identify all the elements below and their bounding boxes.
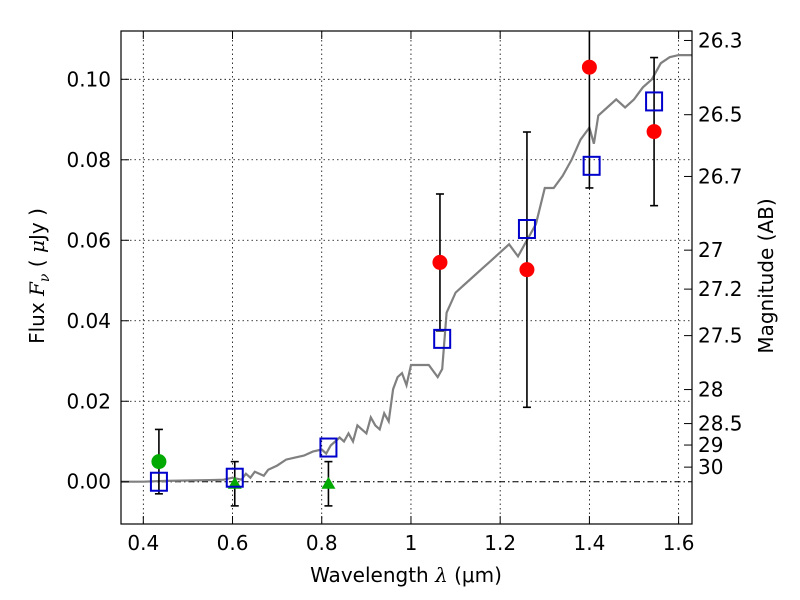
red-data-point (581, 59, 597, 75)
x-tick-label: 0.8 (306, 531, 338, 555)
magnitude-tick-label: 27 (698, 238, 723, 262)
model-square-point (149, 471, 168, 492)
x-tick-label: 1.4 (573, 531, 605, 555)
error-bars (154, 31, 659, 507)
model-spectrum (121, 54, 692, 483)
magnitude-tick-label: 30 (698, 455, 723, 479)
model-square-point (319, 437, 338, 458)
y-tick-label: 0.04 (66, 309, 111, 333)
y-tick-label: 0.00 (66, 470, 111, 494)
magnitude-tick-label: 28.5 (698, 412, 743, 436)
y-tick-label: 0.08 (66, 148, 111, 172)
model-square-point (225, 467, 244, 488)
red-data-point (519, 262, 535, 278)
x-tick-label: 0.6 (217, 531, 249, 555)
magnitude-tick-label: 27.5 (698, 324, 743, 348)
axis-ticks (121, 31, 692, 524)
red-data-point (432, 254, 448, 270)
data-markers (149, 59, 664, 492)
x-tick-label: 1.2 (484, 531, 516, 555)
x-tick-label: 1 (405, 531, 418, 555)
model-square-point (582, 155, 601, 176)
red-data-point (646, 124, 662, 140)
plot-frame (120, 30, 693, 525)
x-tick-label: 1.6 (663, 531, 695, 555)
y-tick-label: 0.06 (66, 228, 111, 252)
green-data-point (151, 454, 167, 470)
spectrum-line (121, 54, 692, 483)
magnitude-tick-label: 29 (698, 433, 723, 457)
right-axis-title: Magnitude (AB) (754, 198, 778, 353)
y-axis-title: Flux Fν ( μJy ) (25, 208, 53, 344)
model-square-point (433, 328, 452, 349)
y-tick-labels: 0.00 0.02 0.04 0.06 0.08 0.10 (66, 67, 111, 493)
model-square-point (517, 219, 536, 240)
green-upper-limit-point (321, 476, 336, 489)
y-tick-label: 0.02 (66, 389, 111, 413)
magnitude-tick-label: 26.5 (698, 103, 743, 127)
x-axis-title: Wavelength λ (μm) (310, 563, 502, 587)
model-square-point (645, 91, 664, 112)
magnitude-tick-label: 26.7 (698, 164, 743, 188)
magnitude-tick-label: 28 (698, 378, 723, 402)
x-tick-labels: 0.4 0.6 0.8 1 1.2 1.4 1.6 (127, 531, 694, 555)
magnitude-tick-label: 27.2 (698, 277, 743, 301)
magnitude-tick-label: 26.3 (698, 28, 743, 52)
y-tick-label: 0.10 (66, 67, 111, 91)
x-tick-label: 0.4 (127, 531, 159, 555)
grid-lines (121, 31, 692, 524)
